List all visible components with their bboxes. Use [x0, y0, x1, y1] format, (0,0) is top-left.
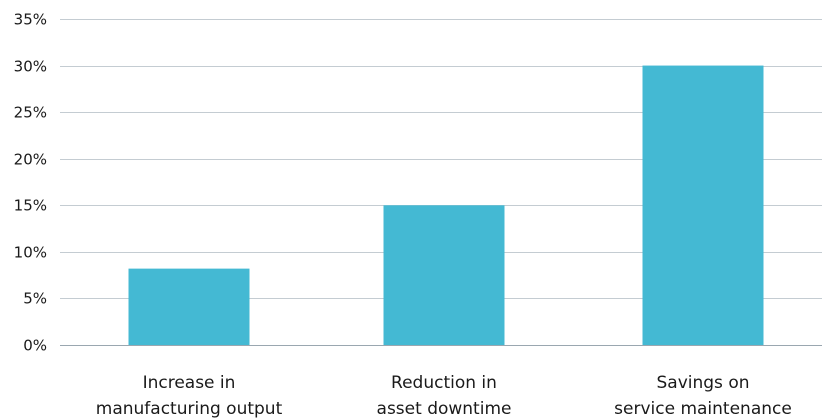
- bar: [383, 205, 505, 345]
- x-tick-label: Increase in: [143, 373, 236, 393]
- x-tick-label: service maintenance: [614, 399, 792, 419]
- x-tick-label: Savings on: [657, 373, 750, 393]
- y-tick-label: 10%: [14, 244, 47, 262]
- y-tick-label: 15%: [14, 197, 47, 215]
- bars: [128, 65, 764, 346]
- y-tick-label: 35%: [14, 11, 47, 29]
- y-tick-label: 0%: [23, 337, 47, 355]
- y-tick-label: 30%: [14, 58, 47, 76]
- x-tick-label: Reduction in: [391, 373, 497, 393]
- x-tick-label: asset downtime: [377, 399, 512, 419]
- y-tick-label: 5%: [23, 290, 47, 308]
- y-tick-label: 20%: [14, 151, 47, 169]
- y-axis-tick-labels: 0% 5% 10% 15% 20% 25% 30% 35%: [14, 11, 47, 355]
- x-tick-label: manufacturing output: [96, 399, 283, 419]
- bar: [642, 65, 764, 346]
- x-axis-category-labels: Increase in manufacturing output Reduction…: [96, 373, 792, 419]
- y-tick-label: 25%: [14, 104, 47, 122]
- bar: [128, 268, 250, 345]
